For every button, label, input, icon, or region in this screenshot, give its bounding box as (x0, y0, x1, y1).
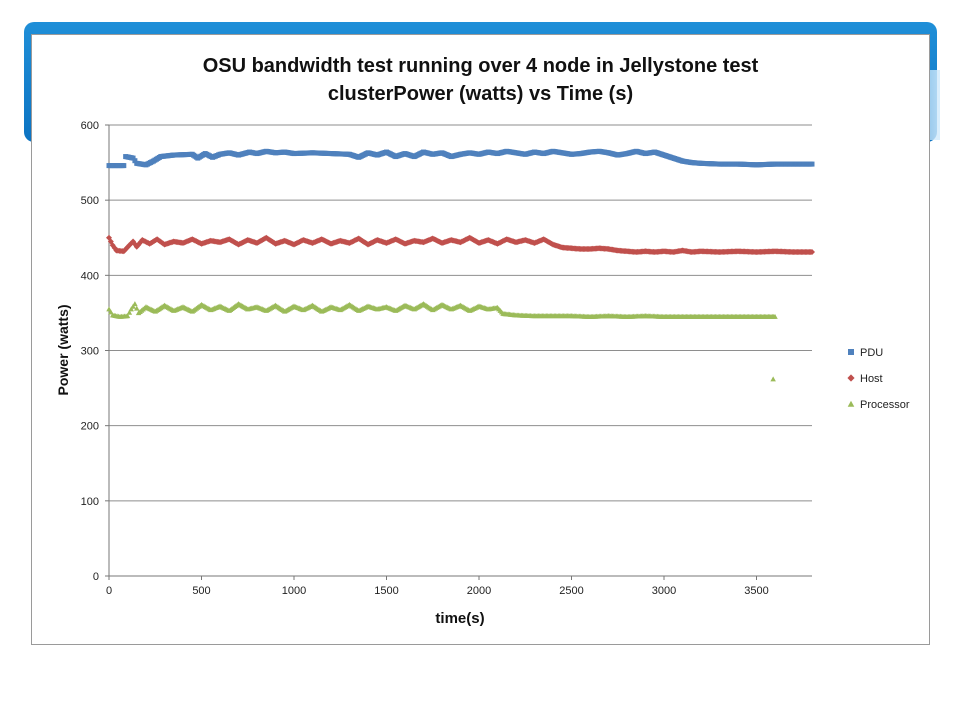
y-tick-label: 100 (81, 496, 99, 508)
y-tick-label: 600 (81, 120, 99, 132)
legend-label-host: Host (860, 373, 883, 385)
x-tick-label: 500 (192, 585, 210, 597)
series-pdu (106, 148, 815, 169)
legend: PDU Host Processor (847, 347, 910, 411)
y-tick-label: 0 (93, 571, 99, 583)
data-point (772, 313, 778, 319)
x-tick-label: 2500 (559, 585, 583, 597)
chart-frame (31, 34, 930, 645)
x-tick-label: 3500 (744, 585, 768, 597)
data-point (132, 158, 138, 164)
data-point (130, 155, 136, 161)
legend-marker-host (847, 374, 855, 382)
legend-marker-pdu (848, 349, 854, 355)
grid-lines (109, 124, 812, 502)
data-marks (106, 148, 815, 382)
data-point (128, 306, 134, 312)
chart-title: OSU bandwidth test running over 4 node i… (31, 52, 930, 108)
legend-label-processor: Processor (860, 399, 910, 411)
x-tick-label: 1500 (374, 585, 398, 597)
y-axis-label: Power (watts) (55, 304, 71, 395)
axes (105, 124, 812, 580)
data-point (134, 305, 140, 311)
data-point (809, 161, 815, 167)
x-tick-label: 1000 (282, 585, 306, 597)
y-tick-label: 500 (81, 195, 99, 207)
chart-title-line-2: clusterPower (watts) vs Time (s) (327, 83, 634, 105)
x-tick-label: 0 (106, 585, 112, 597)
legend-label-pdu: PDU (860, 347, 883, 359)
y-tick-label: 200 (81, 421, 99, 433)
x-axis-label: time(s) (435, 610, 484, 627)
data-point (124, 313, 131, 319)
series-processor (106, 301, 778, 382)
chart-title-line-1: OSU bandwidth test running over 4 node i… (202, 55, 759, 77)
data-point (126, 309, 133, 315)
tick-labels: 0 100 200 300 400 500 600 0 500 1000 1500 2000 2500 3… (81, 120, 769, 597)
data-point (770, 376, 776, 382)
data-point (121, 163, 127, 169)
y-tick-label: 400 (81, 270, 99, 282)
y-tick-label: 300 (81, 346, 99, 358)
legend-marker-processor (847, 400, 855, 407)
data-point (106, 306, 112, 312)
series-host (106, 234, 815, 256)
x-tick-label: 2000 (467, 585, 491, 597)
data-point (809, 249, 815, 256)
data-point (132, 301, 138, 307)
data-point (108, 309, 114, 315)
data-point (130, 303, 136, 309)
x-tick-label: 3000 (652, 585, 676, 597)
